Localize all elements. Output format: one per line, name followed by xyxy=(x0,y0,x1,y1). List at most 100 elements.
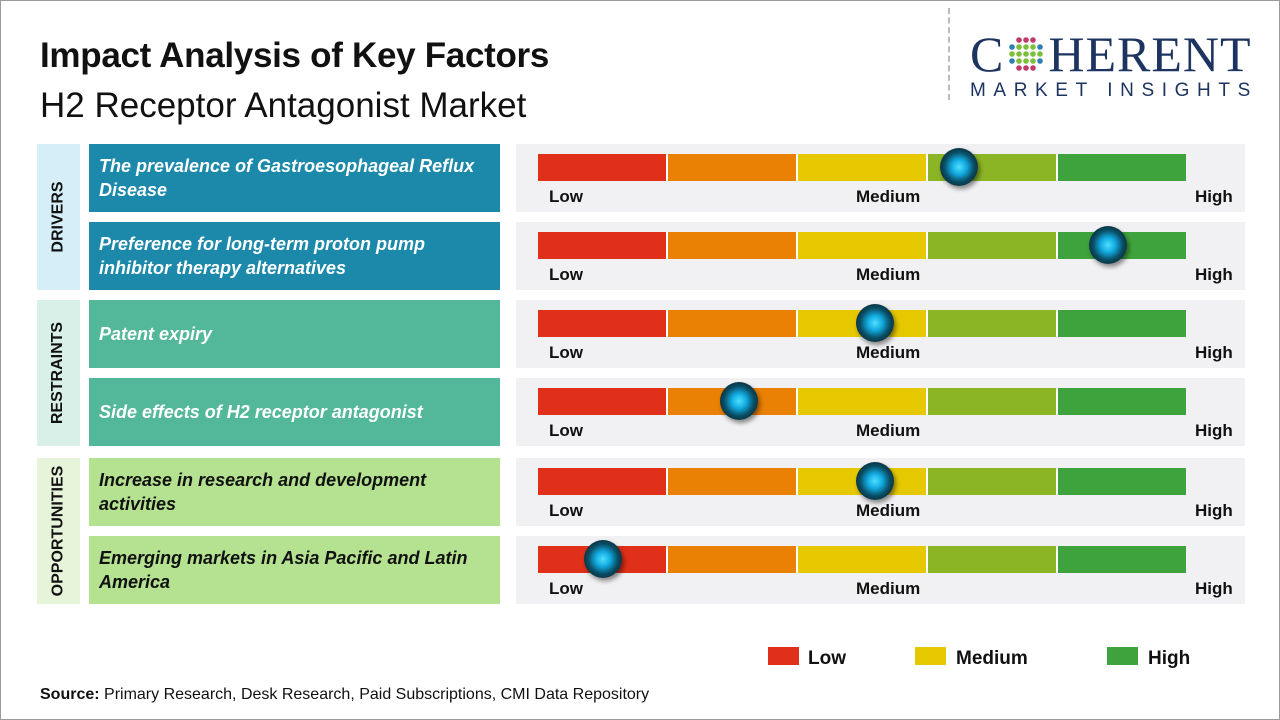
globe-dot xyxy=(1030,37,1037,43)
factor-label: The prevalence of Gastroesophageal Reflu… xyxy=(89,144,500,212)
impact-marker xyxy=(940,148,979,186)
impact-marker xyxy=(583,540,622,578)
globe-dot xyxy=(1023,58,1030,64)
impact-marker xyxy=(855,304,894,342)
source-text: Primary Research, Desk Research, Paid Su… xyxy=(99,686,650,703)
gauge-label-medium: Medium xyxy=(856,343,921,362)
gauge-label-medium: Medium xyxy=(856,265,921,284)
impact-gauge: Low Medium High xyxy=(516,378,1245,446)
globe-dot xyxy=(1016,65,1023,71)
gauge-label-medium: Medium xyxy=(856,501,921,520)
gauge-segment xyxy=(1058,310,1186,337)
globe-dot xyxy=(1016,51,1023,57)
globe-icon xyxy=(1009,37,1044,71)
category-label-drivers: DRIVERS xyxy=(37,144,80,290)
factor-label: Preference for long-term proton pump inh… xyxy=(89,222,500,290)
page-title: Impact Analysis of Key Factors xyxy=(40,36,550,75)
gauge-bar xyxy=(538,388,1186,415)
gauge-segment xyxy=(1058,388,1186,415)
legend-label-medium: Medium xyxy=(956,648,1028,669)
globe-dot xyxy=(1016,58,1023,64)
gauge-bar xyxy=(538,154,1186,181)
impact-gauge: Low Medium High xyxy=(516,144,1245,212)
category-text: DRIVERS xyxy=(49,181,67,253)
logo-tagline: MARKET INSIGHTS xyxy=(970,80,1258,101)
globe-dot xyxy=(1023,51,1030,57)
gauge-segment xyxy=(538,468,668,495)
globe-dot xyxy=(1037,51,1044,57)
gauge-label-low: Low xyxy=(549,579,583,598)
gauge-segment xyxy=(928,232,1058,259)
globe-dot xyxy=(1016,44,1023,50)
page-subtitle: H2 Receptor Antagonist Market xyxy=(40,86,527,125)
impact-marker xyxy=(719,382,758,420)
legend-label-low: Low xyxy=(808,648,846,669)
globe-dot xyxy=(1009,58,1016,64)
logo-word: HERENT xyxy=(1048,26,1252,82)
gauge-segment xyxy=(668,154,798,181)
globe-dot xyxy=(1030,65,1037,71)
gauge-bar xyxy=(538,232,1186,259)
factor-label: Emerging markets in Asia Pacific and Lat… xyxy=(89,536,500,604)
gauge-segment xyxy=(798,388,928,415)
gauge-label-medium: Medium xyxy=(856,187,921,206)
impact-gauge: Low Medium High xyxy=(516,536,1245,604)
impact-gauge: Low Medium High xyxy=(516,300,1245,368)
gauge-bar xyxy=(538,546,1186,573)
category-text: RESTRAINTS xyxy=(49,321,67,425)
impact-gauge: Low Medium High xyxy=(516,458,1245,526)
gauge-segment xyxy=(538,310,668,337)
gauge-segment xyxy=(1058,154,1186,181)
impact-gauge: Low Medium High xyxy=(516,222,1245,290)
legend-swatch-high xyxy=(1107,647,1138,665)
legend-label-high: High xyxy=(1148,648,1191,669)
gauge-segment xyxy=(928,546,1058,573)
factor-label: Increase in research and development act… xyxy=(89,458,500,526)
gauge-segment xyxy=(798,154,928,181)
factor-label: Patent expiry xyxy=(89,300,500,368)
globe-dot xyxy=(1030,44,1037,50)
category-label-restraints: RESTRAINTS xyxy=(37,300,80,446)
globe-dot xyxy=(1030,58,1037,64)
globe-dot xyxy=(1023,37,1030,43)
source-prefix: Source: xyxy=(40,686,100,703)
factor-label: Side effects of H2 receptor antagonist xyxy=(89,378,500,446)
gauge-segment xyxy=(538,154,668,181)
gauge-segment xyxy=(928,468,1058,495)
gauge-segment xyxy=(928,310,1058,337)
gauge-label-medium: Medium xyxy=(856,421,921,440)
category-label-opportunities: OPPORTUNITIES xyxy=(37,458,80,604)
gauge-label-low: Low xyxy=(549,187,583,206)
gauge-segment xyxy=(668,546,798,573)
gauge-segment xyxy=(668,468,798,495)
source-note: Source: Primary Research, Desk Research,… xyxy=(40,686,649,704)
gauge-bar xyxy=(538,468,1186,495)
globe-dot xyxy=(1023,44,1030,50)
gauge-segment xyxy=(668,232,798,259)
category-text: OPPORTUNITIES xyxy=(49,465,67,597)
company-logo: C HERENT MARKET INSIGHTS xyxy=(970,26,1260,102)
globe-dot xyxy=(1009,51,1016,57)
logo-letter: C xyxy=(970,26,1005,82)
globe-dot xyxy=(1023,65,1030,71)
globe-dot xyxy=(1030,51,1037,57)
gauge-label-high: High xyxy=(1195,501,1233,520)
gauge-label-high: High xyxy=(1195,579,1233,598)
gauge-segment xyxy=(1058,546,1186,573)
globe-dot xyxy=(1037,58,1044,64)
gauge-segment xyxy=(1058,468,1186,495)
gauge-label-high: High xyxy=(1195,343,1233,362)
gauge-segment xyxy=(538,232,668,259)
globe-dot xyxy=(1037,44,1044,50)
legend-swatch-medium xyxy=(915,647,946,665)
globe-dot xyxy=(1009,44,1016,50)
impact-marker xyxy=(855,462,894,500)
gauge-segment xyxy=(798,546,928,573)
gauge-segment xyxy=(798,232,928,259)
gauge-label-low: Low xyxy=(549,421,583,440)
gauge-label-low: Low xyxy=(549,343,583,362)
gauge-segment xyxy=(668,310,798,337)
gauge-label-medium: Medium xyxy=(856,579,921,598)
globe-dot xyxy=(1016,37,1023,43)
gauge-label-low: Low xyxy=(549,501,583,520)
